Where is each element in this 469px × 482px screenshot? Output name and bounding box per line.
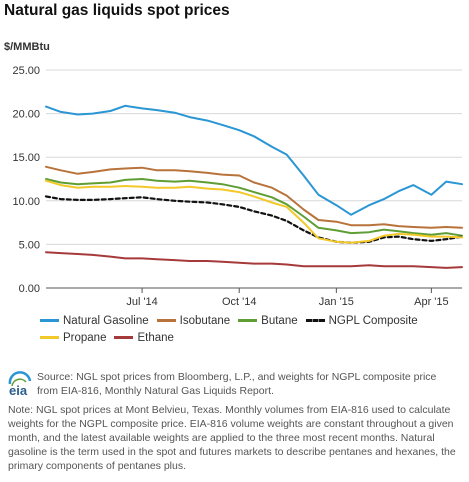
- series-line-butane: [45, 178, 463, 237]
- legend-label: Butane: [261, 314, 298, 327]
- x-tick-label: Jan '15: [319, 296, 354, 308]
- series-line-isobutane: [45, 165, 463, 229]
- note-text: Note: NGL spot prices at Mont Belvieu, T…: [8, 404, 456, 472]
- legend-item: Propane: [40, 332, 106, 344]
- eia-logo-text: eia: [9, 383, 28, 398]
- legend-item: Isobutane: [156, 314, 231, 327]
- legend-swatch: [305, 319, 325, 322]
- legend-swatch: [156, 319, 176, 322]
- legend-swatch: [238, 319, 258, 322]
- x-tick-label: Oct '14: [222, 296, 257, 308]
- legend-swatch: [40, 336, 59, 339]
- line-chart: 0.00 5.00 10.00 15.00 20.00 25.00 Jul '14 Oct '…: [12, 65, 464, 308]
- legend-item: Natural Gasoline: [40, 315, 149, 327]
- legend-label: Isobutane: [179, 314, 231, 327]
- y-tick-label: 15.00: [12, 152, 40, 164]
- legend-item: NGPL Composite: [305, 314, 418, 327]
- grid-lines: [46, 69, 462, 289]
- x-tick-label: Jul '14: [126, 296, 157, 308]
- source-text: Source: NGL spot prices from Bloomberg, …: [37, 371, 437, 397]
- legend-row: Natural Gasoline Isobutane Butane NGPL Comp…: [40, 312, 460, 329]
- axes: 0.00 5.00 10.00 15.00 20.00 25.00 Jul '14 Oct '…: [12, 65, 448, 308]
- legend-swatch: [40, 319, 59, 322]
- legend-label: Ethane: [137, 331, 174, 344]
- legend-swatch: [114, 336, 134, 339]
- chart-legend: Natural Gasoline Isobutane Butane NGPL Comp…: [40, 312, 460, 346]
- legend-item: Ethane: [114, 331, 174, 344]
- y-tick-label: 5.00: [19, 239, 40, 251]
- y-tick-label: 20.00: [12, 109, 40, 121]
- y-tick-label: 25.00: [12, 65, 40, 77]
- series-lines: [44, 104, 464, 269]
- y-tick-label: 10.00: [12, 196, 40, 208]
- eia-logo: eia: [8, 371, 32, 398]
- legend-label: NGPL Composite: [328, 314, 418, 327]
- x-tick-label: Apr '15: [414, 296, 449, 308]
- series-line-natural-gasoline: [45, 104, 463, 216]
- y-tick-label: 0.00: [19, 283, 40, 295]
- series-line-ethane: [45, 251, 463, 269]
- chart-title: Natural gas liquids spot prices: [4, 2, 230, 19]
- legend-label: Propane: [63, 331, 107, 344]
- series-line-ngpl-composite: [44, 195, 464, 244]
- y-axis-unit-label: $/MMBtu: [4, 41, 50, 53]
- legend-row: Propane Ethane: [40, 329, 460, 346]
- legend-item: Butane: [238, 314, 298, 327]
- series-line-propane: [45, 179, 463, 244]
- legend-label: Natural Gasoline: [63, 314, 149, 327]
